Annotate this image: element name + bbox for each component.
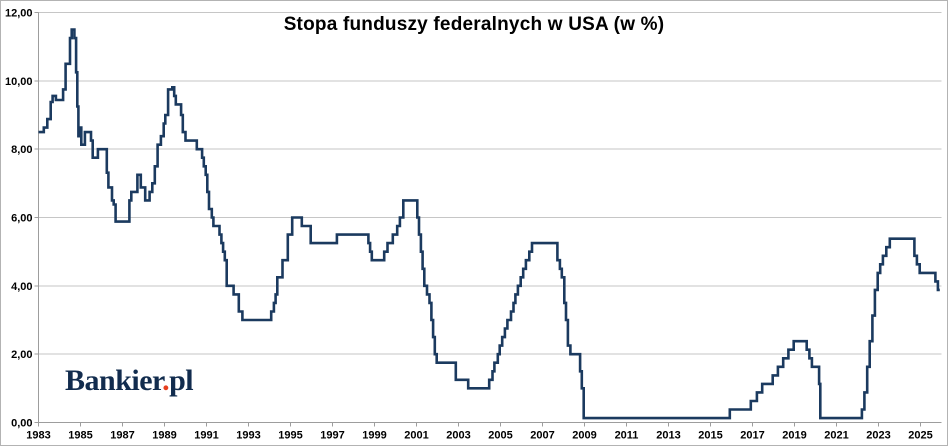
x-axis-label: 1983 [26,430,50,442]
y-axis-label: 10,00 [5,76,33,88]
x-axis-label: 1997 [320,430,344,442]
x-axis-label: 2025 [908,430,932,442]
bankier-logo: Bankier.pl [65,364,194,398]
x-axis-label: 2007 [530,430,554,442]
x-axis-label: 1995 [278,430,302,442]
chart-title: Stopa funduszy federalnych w USA (w %) [283,14,665,35]
x-axis-label: 2001 [404,430,428,442]
logo-text-suffix: pl [169,364,194,397]
y-axis-label: 2,00 [11,349,32,361]
x-axis-label: 1991 [194,430,218,442]
x-axis-label: 2011 [615,430,639,442]
y-axis-label: 4,00 [11,281,32,293]
x-axis-label: 1993 [236,430,260,442]
x-axis-label: 2015 [698,430,722,442]
y-axis-label: 8,00 [11,144,32,156]
x-axis-label: 1989 [152,430,176,442]
y-axis-label: 6,00 [11,213,32,225]
x-axis-label: 1999 [362,430,386,442]
x-axis-label: 2005 [488,430,512,442]
x-axis-label: 1985 [68,430,92,442]
y-axis-label: 0,00 [11,418,32,430]
series-line-fed-funds-rate [38,28,940,420]
x-axis-label: 2023 [866,430,890,442]
x-axis-label: 2013 [656,430,680,442]
x-axis-label: 2003 [446,430,470,442]
x-axis-label: 2019 [782,430,806,442]
x-axis-label: 2009 [572,430,596,442]
logo-text-main: Bankier [65,364,163,397]
x-axis-label: 2021 [824,430,848,442]
logo-dot: . [162,364,170,397]
y-axis-label: 12,00 [5,8,33,20]
x-axis-label: 2017 [740,430,764,442]
x-axis-label: 1987 [110,430,134,442]
